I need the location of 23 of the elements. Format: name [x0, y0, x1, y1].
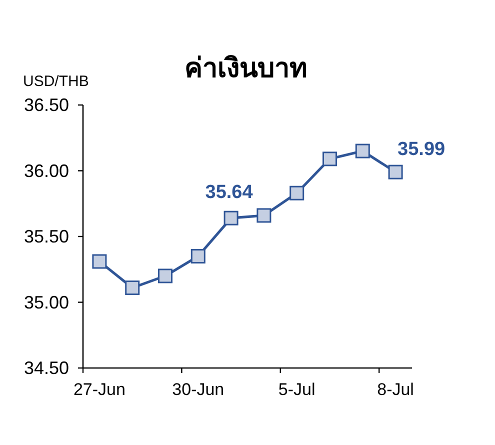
y-tick-label: 34.50: [24, 358, 69, 378]
x-tick-label: 30-Jun: [172, 380, 224, 399]
point: [224, 210, 238, 226]
chart-title: ค่าเงินบาท: [184, 53, 308, 84]
point: [290, 186, 304, 200]
point: [190, 248, 206, 264]
point: [322, 152, 337, 166]
point: [92, 254, 107, 269]
x-tick-label: 27-Jun: [73, 380, 126, 399]
x-tick-label: 8-Jul: [377, 380, 414, 399]
x-tick-label: 5-Jul: [278, 380, 316, 399]
point: [125, 280, 140, 296]
y-tick-label: 36.50: [24, 95, 69, 115]
y-tick-label: 35.00: [24, 292, 69, 312]
point: [355, 144, 370, 158]
y-tick-label: 36.00: [24, 160, 69, 181]
data-label: 35.99: [398, 139, 446, 160]
y-tick-label: 35.50: [24, 226, 69, 246]
point: [256, 208, 272, 223]
point: [158, 268, 172, 284]
data-label: 35.64: [205, 182, 254, 204]
y-axis-title: USD/THB: [23, 73, 89, 90]
point: [388, 164, 403, 180]
